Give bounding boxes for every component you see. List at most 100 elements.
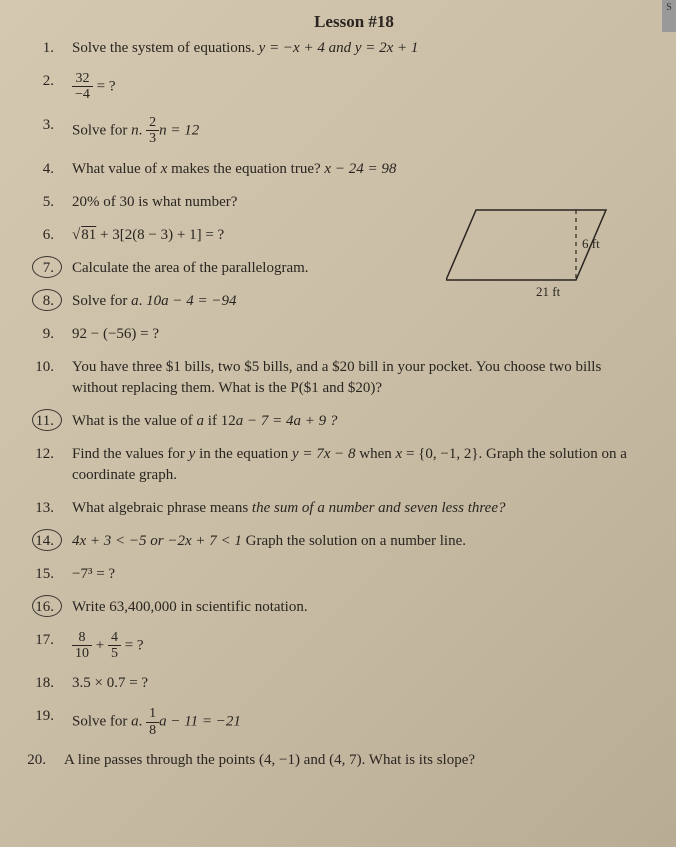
worksheet-page: Lesson #18 6 ft 21 ft 1. Solve the syste…	[0, 0, 676, 795]
phrase: the sum of a number and seven less three…	[252, 500, 506, 516]
variable: a	[131, 293, 139, 309]
text: What value of	[72, 161, 161, 177]
problem-number: 9.	[10, 324, 72, 345]
denominator: 8	[146, 723, 159, 738]
problem-2: 2. 32−4 = ?	[10, 71, 658, 103]
variable: n	[131, 122, 139, 138]
text: What is the value of	[72, 413, 197, 429]
problem-15: 15. −7³ = ?	[10, 564, 658, 585]
denominator: 10	[72, 646, 92, 661]
problem-content: What is the value of a if 12a − 7 = 4a +…	[72, 411, 658, 432]
text: if 12	[204, 413, 236, 429]
problem-number: 2.	[10, 71, 72, 92]
problem-content: A line passes through the points (4, −1)…	[64, 750, 658, 771]
numerator: 4	[108, 630, 121, 646]
text: What algebraic phrase means	[72, 500, 252, 516]
numerator: 2	[146, 115, 159, 131]
equation: a − 11 = −21	[159, 714, 241, 730]
problem-number: 5.	[10, 192, 72, 213]
problem-18: 18. 3.5 × 0.7 = ?	[10, 673, 658, 694]
radical: 81	[80, 227, 96, 243]
problem-content: Find the values for y in the equation y …	[72, 444, 658, 486]
problem-10: 10. You have three $1 bills, two $5 bill…	[10, 357, 658, 399]
text: Find the values for	[72, 446, 189, 462]
text: +	[92, 637, 108, 653]
problem-content: −7³ = ?	[72, 564, 658, 585]
numerator: 8	[72, 630, 92, 646]
equation: x − 24 = 98	[324, 161, 396, 177]
problem-content: Solve for n. 23n = 12	[72, 115, 658, 147]
lesson-title: Lesson #18	[10, 12, 658, 32]
equation: a − 7 = 4a + 9 ?	[236, 413, 338, 429]
text: .	[139, 122, 147, 138]
text: = ?	[121, 637, 144, 653]
denominator: 3	[146, 131, 159, 146]
problem-number: 19.	[10, 706, 72, 727]
problem-number: 11.	[10, 411, 72, 432]
problem-16: 16. Write 63,400,000 in scientific notat…	[10, 597, 658, 618]
text: Solve for	[72, 122, 131, 138]
problem-number: 7.	[10, 258, 72, 279]
numerator: 1	[146, 706, 159, 722]
problem-9: 9. 92 − (−56) = ?	[10, 324, 658, 345]
problem-number: 14.	[10, 531, 72, 552]
equation: n = 12	[159, 122, 199, 138]
problem-number: 4.	[10, 159, 72, 180]
problem-12: 12. Find the values for y in the equatio…	[10, 444, 658, 486]
text: Solve for	[72, 714, 131, 730]
equation: 10a − 4 = −94	[146, 293, 236, 309]
variable: a	[131, 714, 139, 730]
problem-content: 92 − (−56) = ?	[72, 324, 658, 345]
problem-content: Write 63,400,000 in scientific notation.	[72, 597, 658, 618]
text: + 3[2(8 − 3) + 1] = ?	[96, 227, 224, 243]
problem-17: 17. 810 + 45 = ?	[10, 630, 658, 662]
problem-content: 3.5 × 0.7 = ?	[72, 673, 658, 694]
denominator: −4	[72, 87, 93, 102]
variable: a	[197, 413, 205, 429]
problem-number: 8.	[10, 291, 72, 312]
problem-11: 11. What is the value of a if 12a − 7 = …	[10, 411, 658, 432]
problem-number: 15.	[10, 564, 72, 585]
problem-number: 12.	[10, 444, 72, 465]
denominator: 5	[108, 646, 121, 661]
problem-content: 32−4 = ?	[72, 71, 658, 103]
problem-content: What value of x makes the equation true?…	[72, 159, 658, 180]
text: Solve the system of equations.	[72, 40, 259, 56]
problem-content: 810 + 45 = ?	[72, 630, 658, 662]
problem-content: Solve the system of equations. y = −x + …	[72, 38, 658, 59]
problem-content: 4x + 3 < −5 or −2x + 7 < 1 Graph the sol…	[72, 531, 658, 552]
text: Graph the solution on a number line.	[242, 533, 466, 549]
problem-4: 4. What value of x makes the equation tr…	[10, 159, 658, 180]
problem-1: 1. Solve the system of equations. y = −x…	[10, 38, 658, 59]
problem-19: 19. Solve for a. 18a − 11 = −21	[10, 706, 658, 738]
problem-number: 1.	[10, 38, 72, 59]
text: when	[356, 446, 396, 462]
problem-number: 16.	[10, 597, 72, 618]
text: makes the equation true?	[167, 161, 324, 177]
numerator: 32	[72, 71, 93, 87]
problem-number: 17.	[10, 630, 72, 651]
problem-content: Solve for a. 18a − 11 = −21	[72, 706, 658, 738]
height-label: 6 ft	[582, 236, 600, 251]
text: in the equation	[195, 446, 292, 462]
problem-3: 3. Solve for n. 23n = 12	[10, 115, 658, 147]
problem-13: 13. What algebraic phrase means the sum …	[10, 498, 658, 519]
parallelogram-figure: 6 ft 21 ft	[446, 200, 616, 300]
sqrt-icon	[72, 227, 80, 243]
problem-number: 6.	[10, 225, 72, 246]
problem-number: 13.	[10, 498, 72, 519]
problem-20: 20. A line passes through the points (4,…	[2, 750, 658, 771]
base-label: 21 ft	[536, 284, 561, 299]
text: .	[139, 714, 147, 730]
text: = ?	[93, 78, 116, 94]
equation: y = 7x − 8	[292, 446, 356, 462]
equation: 4x + 3 < −5 or −2x + 7 < 1	[72, 533, 242, 549]
text: Solve for	[72, 293, 131, 309]
problem-content: You have three $1 bills, two $5 bills, a…	[72, 357, 658, 399]
equation: y = −x + 4 and y = 2x + 1	[259, 40, 419, 56]
problem-number: 20.	[2, 750, 64, 771]
problem-number: 3.	[10, 115, 72, 136]
problem-number: 10.	[10, 357, 72, 378]
problem-content: What algebraic phrase means the sum of a…	[72, 498, 658, 519]
problem-14: 14. 4x + 3 < −5 or −2x + 7 < 1 Graph the…	[10, 531, 658, 552]
